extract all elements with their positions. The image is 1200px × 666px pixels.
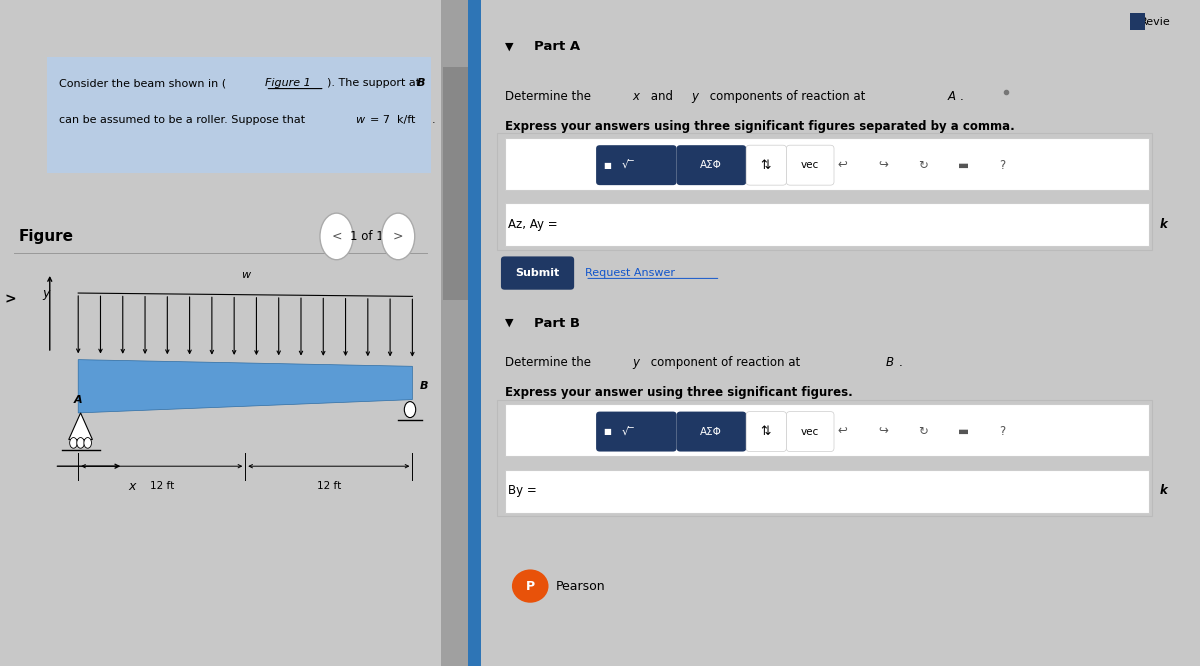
- FancyBboxPatch shape: [786, 412, 834, 452]
- Text: vec: vec: [800, 160, 818, 170]
- Polygon shape: [78, 360, 413, 413]
- Text: 12 ft: 12 ft: [317, 481, 341, 492]
- Text: A: A: [73, 394, 82, 405]
- FancyBboxPatch shape: [596, 145, 677, 185]
- Text: ↪: ↪: [878, 425, 888, 438]
- Text: w: w: [241, 270, 250, 280]
- Text: x: x: [128, 480, 136, 493]
- Text: can be assumed to be a roller. Suppose that: can be assumed to be a roller. Suppose t…: [59, 115, 305, 125]
- Circle shape: [404, 402, 415, 418]
- Text: ↩: ↩: [838, 425, 847, 438]
- Text: .: .: [899, 356, 902, 370]
- Text: Express your answers using three significant figures separated by a comma.: Express your answers using three signifi…: [505, 120, 1014, 133]
- Circle shape: [77, 438, 84, 448]
- Text: x: x: [632, 90, 640, 103]
- Text: >: >: [392, 230, 403, 243]
- Text: ↻: ↻: [918, 159, 928, 172]
- Text: y: y: [632, 356, 640, 370]
- Text: component of reaction at: component of reaction at: [647, 356, 804, 370]
- Text: ▬: ▬: [959, 425, 970, 438]
- Text: w: w: [355, 115, 365, 125]
- Circle shape: [382, 213, 415, 260]
- Text: AΣΦ: AΣΦ: [700, 160, 722, 170]
- FancyBboxPatch shape: [505, 138, 1148, 190]
- Text: Request Answer: Request Answer: [586, 268, 676, 278]
- Text: = 7  k/ft: = 7 k/ft: [370, 115, 415, 125]
- Text: ⇅: ⇅: [761, 159, 772, 172]
- Text: Figure: Figure: [19, 229, 74, 244]
- Circle shape: [84, 438, 91, 448]
- Text: Pearson: Pearson: [556, 579, 606, 593]
- Text: ?: ?: [998, 159, 1004, 172]
- Bar: [468, 0, 481, 666]
- Text: components of reaction at: components of reaction at: [706, 90, 869, 103]
- Text: Revie: Revie: [1140, 17, 1171, 27]
- Text: ). The support at: ). The support at: [328, 78, 420, 89]
- Text: B: B: [886, 356, 893, 370]
- Text: ▼: ▼: [505, 41, 514, 52]
- Bar: [443, 67, 472, 300]
- FancyBboxPatch shape: [505, 203, 1148, 246]
- Text: vec: vec: [800, 426, 818, 437]
- FancyBboxPatch shape: [746, 412, 786, 452]
- Text: ↪: ↪: [878, 159, 888, 172]
- Text: Express your answer using three significant figures.: Express your answer using three signific…: [505, 386, 852, 400]
- Text: P: P: [526, 579, 535, 593]
- Text: Figure 1: Figure 1: [265, 78, 311, 89]
- Polygon shape: [68, 413, 92, 440]
- FancyBboxPatch shape: [48, 57, 431, 173]
- Text: .: .: [431, 115, 434, 125]
- Text: By =: By =: [509, 484, 538, 498]
- Text: >: >: [5, 292, 17, 307]
- Text: k: k: [1159, 484, 1168, 498]
- FancyBboxPatch shape: [677, 412, 746, 452]
- FancyBboxPatch shape: [677, 145, 746, 185]
- Text: Submit: Submit: [516, 268, 559, 278]
- Text: y: y: [691, 90, 698, 103]
- FancyBboxPatch shape: [786, 145, 834, 185]
- FancyBboxPatch shape: [505, 470, 1148, 513]
- Circle shape: [70, 438, 77, 448]
- Text: B: B: [420, 381, 428, 392]
- Text: ↻: ↻: [918, 425, 928, 438]
- Text: .: .: [960, 90, 964, 103]
- Text: AΣΦ: AΣΦ: [700, 426, 722, 437]
- Text: 1 of 1: 1 of 1: [350, 230, 384, 243]
- Text: ▼: ▼: [505, 318, 514, 328]
- Text: Part B: Part B: [534, 316, 580, 330]
- Text: <: <: [331, 230, 342, 243]
- FancyBboxPatch shape: [746, 145, 786, 185]
- FancyBboxPatch shape: [596, 412, 677, 452]
- Text: ↩: ↩: [838, 159, 847, 172]
- Text: k: k: [1159, 218, 1168, 231]
- Circle shape: [320, 213, 353, 260]
- Text: y: y: [43, 286, 50, 300]
- Text: Az, Ay =: Az, Ay =: [509, 218, 558, 231]
- Text: Determine the: Determine the: [505, 356, 594, 370]
- Text: ⇅: ⇅: [761, 425, 772, 438]
- Bar: [440, 0, 474, 666]
- Text: ▬: ▬: [959, 159, 970, 172]
- Text: √‾: √‾: [622, 426, 635, 437]
- Text: ■: ■: [604, 427, 611, 436]
- Text: A: A: [948, 90, 955, 103]
- Text: Determine the: Determine the: [505, 90, 594, 103]
- Text: Part A: Part A: [534, 40, 580, 53]
- FancyBboxPatch shape: [505, 404, 1148, 456]
- Text: and: and: [647, 90, 677, 103]
- Text: 12 ft: 12 ft: [150, 481, 174, 492]
- Bar: [1130, 13, 1145, 30]
- Circle shape: [512, 569, 548, 603]
- Text: ■: ■: [604, 161, 611, 170]
- Text: Consider the beam shown in (: Consider the beam shown in (: [59, 78, 227, 89]
- FancyBboxPatch shape: [500, 256, 574, 290]
- Text: ?: ?: [998, 425, 1004, 438]
- Text: √‾: √‾: [622, 160, 635, 170]
- Text: B: B: [418, 78, 426, 89]
